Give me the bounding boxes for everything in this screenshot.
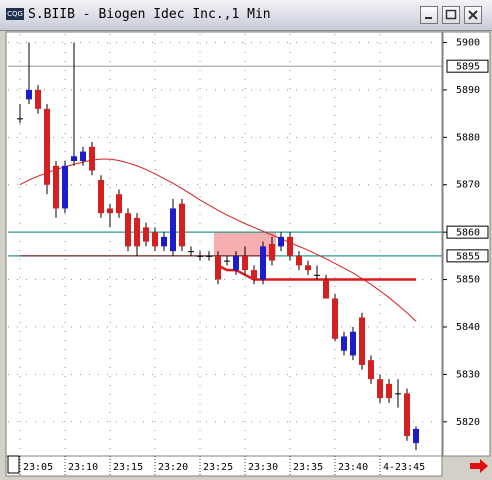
candle-body xyxy=(350,331,356,356)
candle-body xyxy=(116,194,122,214)
candle-body xyxy=(197,255,203,257)
scroll-arrow[interactable] xyxy=(470,459,488,473)
candle-body xyxy=(35,89,41,109)
candle-body xyxy=(89,146,95,171)
candle-body xyxy=(188,251,194,253)
candle-body xyxy=(125,213,131,247)
app-icon: CQG xyxy=(6,8,24,20)
x-tick-label: 23:15 xyxy=(113,462,143,473)
candle-body xyxy=(242,255,248,271)
candle-body xyxy=(206,255,212,257)
level-label: 5855 xyxy=(456,251,480,262)
y-tick-label: 5880 xyxy=(456,132,480,143)
candle-body xyxy=(305,265,311,271)
maximize-button[interactable] xyxy=(442,6,460,24)
candle-body xyxy=(395,393,401,395)
time-axis-area xyxy=(5,455,443,477)
candle-body xyxy=(17,118,23,120)
candle-body xyxy=(332,298,338,339)
candle-body xyxy=(53,165,59,209)
candle-body xyxy=(179,203,185,247)
title-bar: CQG S.BIIB - Biogen Idec Inc.,1 Min xyxy=(0,0,492,31)
candle-body xyxy=(296,255,302,266)
y-tick-label: 5900 xyxy=(456,37,480,48)
minimize-button[interactable] xyxy=(420,6,438,24)
candle-body xyxy=(341,336,347,351)
candle-body xyxy=(359,317,365,365)
chart: 5820 5830 5840 5850 5860 5870 5880 5890 5900 23:0… xyxy=(5,31,491,477)
candle-body xyxy=(134,217,140,247)
candle-body xyxy=(251,270,257,280)
overlay-line xyxy=(19,158,417,322)
candle-body xyxy=(98,179,104,214)
candle-body xyxy=(44,108,50,185)
candle-body xyxy=(224,260,230,262)
close-button[interactable] xyxy=(464,6,482,24)
level-label-box xyxy=(446,249,489,263)
corner-box[interactable] xyxy=(7,455,20,474)
x-tick-label: 23:30 xyxy=(248,462,278,473)
candle-body xyxy=(170,208,176,252)
candle-body xyxy=(215,255,221,280)
level-label-box xyxy=(446,59,489,73)
candle-body xyxy=(71,156,77,162)
y-tick-label: 5850 xyxy=(456,275,480,286)
x-tick-label: 23:10 xyxy=(68,462,98,473)
candle-body xyxy=(278,236,284,247)
y-tick-label: 5820 xyxy=(456,417,480,428)
candle-body xyxy=(107,208,113,214)
x-tick-label: 23:20 xyxy=(158,462,188,473)
candle-body xyxy=(161,236,167,247)
candle-body xyxy=(413,428,419,444)
price-axis-area xyxy=(442,31,491,457)
candle-body xyxy=(260,246,266,280)
y-tick-label: 5890 xyxy=(456,85,480,96)
candle-body xyxy=(404,393,410,437)
x-tick-label: 23:40 xyxy=(338,462,368,473)
candle-body xyxy=(143,227,149,242)
candle-body xyxy=(368,360,374,380)
candle-body xyxy=(323,279,329,299)
candle-body xyxy=(269,244,275,261)
y-tick-label: 5830 xyxy=(456,369,480,380)
x-tick-label: 23:25 xyxy=(203,462,233,473)
candle-body xyxy=(386,383,392,399)
candle-body xyxy=(287,236,293,256)
candle-body xyxy=(377,379,383,399)
candle-body xyxy=(152,232,158,247)
x-tick-label: 23:35 xyxy=(293,462,323,473)
y-tick-label: 5870 xyxy=(456,180,480,191)
candle-body xyxy=(62,165,68,209)
level-label: 5860 xyxy=(456,228,480,239)
candle-body xyxy=(26,89,32,100)
x-tick-label: 23:05 xyxy=(23,462,53,473)
y-tick-label: 5840 xyxy=(456,322,480,333)
level-label: 5895 xyxy=(456,62,480,73)
candle-body xyxy=(233,255,239,271)
level-label-box xyxy=(446,225,489,239)
candle-body xyxy=(314,274,320,276)
x-tick-label: 4-23:45 xyxy=(383,462,425,473)
window-title: S.BIIB - Biogen Idec Inc.,1 Min xyxy=(28,7,271,22)
candle-body xyxy=(80,151,86,162)
